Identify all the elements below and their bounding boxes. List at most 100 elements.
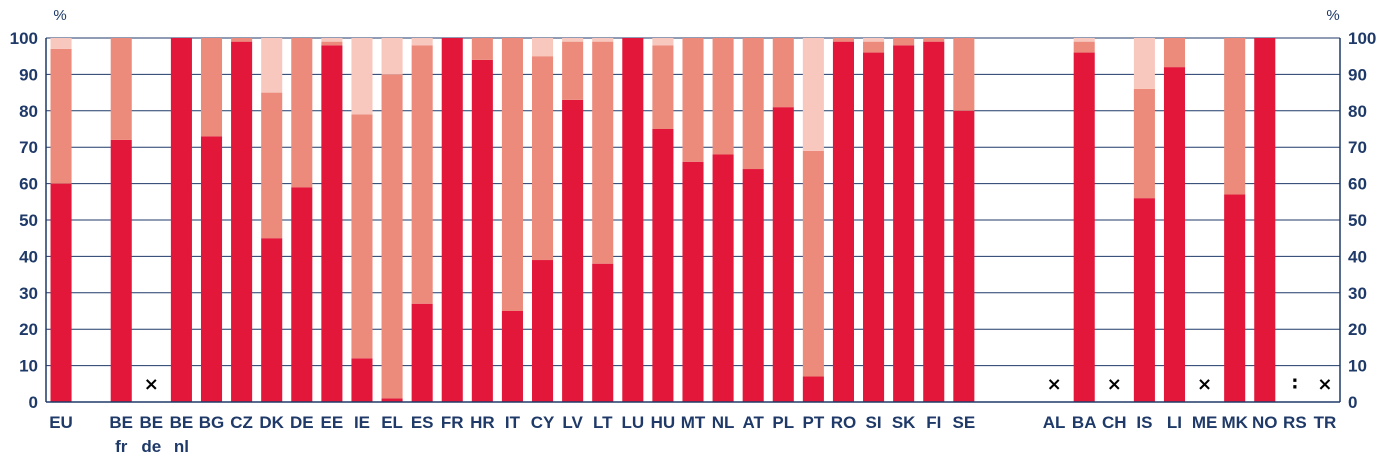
- bar-segment: [501, 38, 523, 311]
- bar-segment: [291, 187, 313, 402]
- bar-segment: [923, 38, 945, 42]
- x-tick-label: IT: [505, 413, 521, 432]
- bar-segment: [1133, 198, 1155, 402]
- missing-marker: ×: [1197, 374, 1212, 395]
- bar-segment: [170, 38, 192, 402]
- x-tick-label: TR: [1314, 413, 1337, 432]
- y-tick-label-left: 20: [19, 320, 38, 339]
- x-tick-label: IS: [1136, 413, 1152, 432]
- bar-segment: [110, 38, 132, 140]
- y-tick-label-right: 0: [1348, 393, 1357, 412]
- bar-segment: [110, 139, 132, 403]
- x-tick-sublabel: de: [141, 437, 161, 456]
- x-tick-label: SE: [952, 413, 975, 432]
- bar-segment: [1133, 38, 1155, 89]
- x-tick-label: CZ: [230, 413, 253, 432]
- y-tick-label-right: 50: [1348, 211, 1367, 230]
- y-tick-label-left: 10: [19, 357, 38, 376]
- y-tick-label-left: 90: [19, 65, 38, 84]
- x-tick-sublabel: fr: [115, 437, 128, 456]
- y-unit-right: %: [1326, 7, 1339, 24]
- bar-segment: [200, 38, 223, 137]
- bar-segment: [893, 45, 915, 402]
- bar-segment: [411, 45, 433, 304]
- bar-segment: [351, 114, 373, 359]
- y-tick-label-left: 40: [19, 247, 38, 266]
- bar-segment: [471, 38, 493, 60]
- y-axis-left: 0 10 20 30 40 50 60 70 80 90 100: [10, 29, 38, 412]
- y-tick-label-right: 90: [1348, 65, 1367, 84]
- x-tick-label: PT: [803, 413, 825, 432]
- bar-segment: [712, 38, 734, 155]
- x-tick-label: NL: [712, 413, 735, 432]
- bar-segment: [562, 99, 584, 402]
- missing-marker: ×: [1107, 374, 1122, 395]
- bar-segment: [261, 38, 283, 93]
- y-tick-label-left: 60: [19, 175, 38, 194]
- x-tick-label: AT: [742, 413, 764, 432]
- x-tick-label: SK: [892, 413, 916, 432]
- bar-segment: [532, 38, 554, 57]
- bar-segment: [742, 38, 764, 170]
- x-tick-label: DK: [259, 413, 284, 432]
- x-tick-label: AL: [1043, 413, 1066, 432]
- x-tick-label: BE: [170, 413, 194, 432]
- y-tick-label-left: 100: [10, 29, 38, 48]
- bars: [50, 38, 1276, 403]
- bar-segment: [231, 41, 253, 402]
- y-tick-label-right: 80: [1348, 102, 1367, 121]
- bar-segment: [652, 129, 674, 402]
- x-tick-label: LU: [621, 413, 644, 432]
- y-tick-label-right: 30: [1348, 284, 1367, 303]
- x-tick-sublabel: nl: [174, 437, 189, 456]
- bar-segment: [1133, 88, 1155, 199]
- x-tick-label: LV: [562, 413, 583, 432]
- bar-segment: [471, 59, 493, 403]
- y-tick-label-left: 0: [29, 393, 38, 412]
- bar-segment: [863, 41, 885, 53]
- bar-segment: [532, 260, 554, 402]
- x-tick-label: LT: [593, 413, 613, 432]
- missing-marker: ×: [1317, 374, 1332, 395]
- bar-segment: [321, 41, 343, 46]
- x-tick-label: CH: [1102, 413, 1127, 432]
- bar-segment: [893, 38, 915, 46]
- x-tick-label: BA: [1072, 413, 1097, 432]
- x-tick-label: FI: [926, 413, 941, 432]
- bar-segment: [682, 161, 704, 402]
- x-tick-label: EU: [49, 413, 73, 432]
- bar-segment: [923, 41, 945, 402]
- bar-segment: [1073, 41, 1095, 53]
- bar-segment: [1254, 38, 1276, 402]
- bar-segment: [50, 48, 72, 184]
- bar-segment: [411, 38, 433, 46]
- x-tick-label: EE: [321, 413, 344, 432]
- bar-segment: [742, 169, 764, 402]
- x-tick-label: ME: [1192, 413, 1218, 432]
- x-tick-label: CY: [531, 413, 555, 432]
- x-tick-label: RS: [1283, 413, 1307, 432]
- x-tick-label: BG: [199, 413, 225, 432]
- bar-segment: [200, 136, 223, 402]
- bar-segment: [50, 183, 72, 402]
- bar-segment: [802, 38, 824, 151]
- bar-segment: [50, 38, 72, 49]
- y-tick-label-right: 100: [1348, 29, 1376, 48]
- bar-segment: [411, 303, 433, 402]
- bar-segment: [321, 45, 343, 402]
- y-tick-label-right: 40: [1348, 247, 1367, 266]
- bar-segment: [261, 238, 283, 402]
- x-tick-label: SI: [866, 413, 882, 432]
- bar-segment: [351, 358, 373, 402]
- bar-segment: [802, 376, 824, 402]
- bar-segment: [231, 38, 253, 42]
- bar-segment: [381, 398, 403, 402]
- missing-marker: ×: [1047, 374, 1062, 395]
- markers: × × × × ∶ ×: [144, 374, 1333, 395]
- bar-segment: [1224, 194, 1246, 402]
- x-tick-label: BE: [140, 413, 164, 432]
- bar-segment: [772, 38, 794, 108]
- x-tick-label: FR: [441, 413, 464, 432]
- bar-segment: [712, 154, 734, 402]
